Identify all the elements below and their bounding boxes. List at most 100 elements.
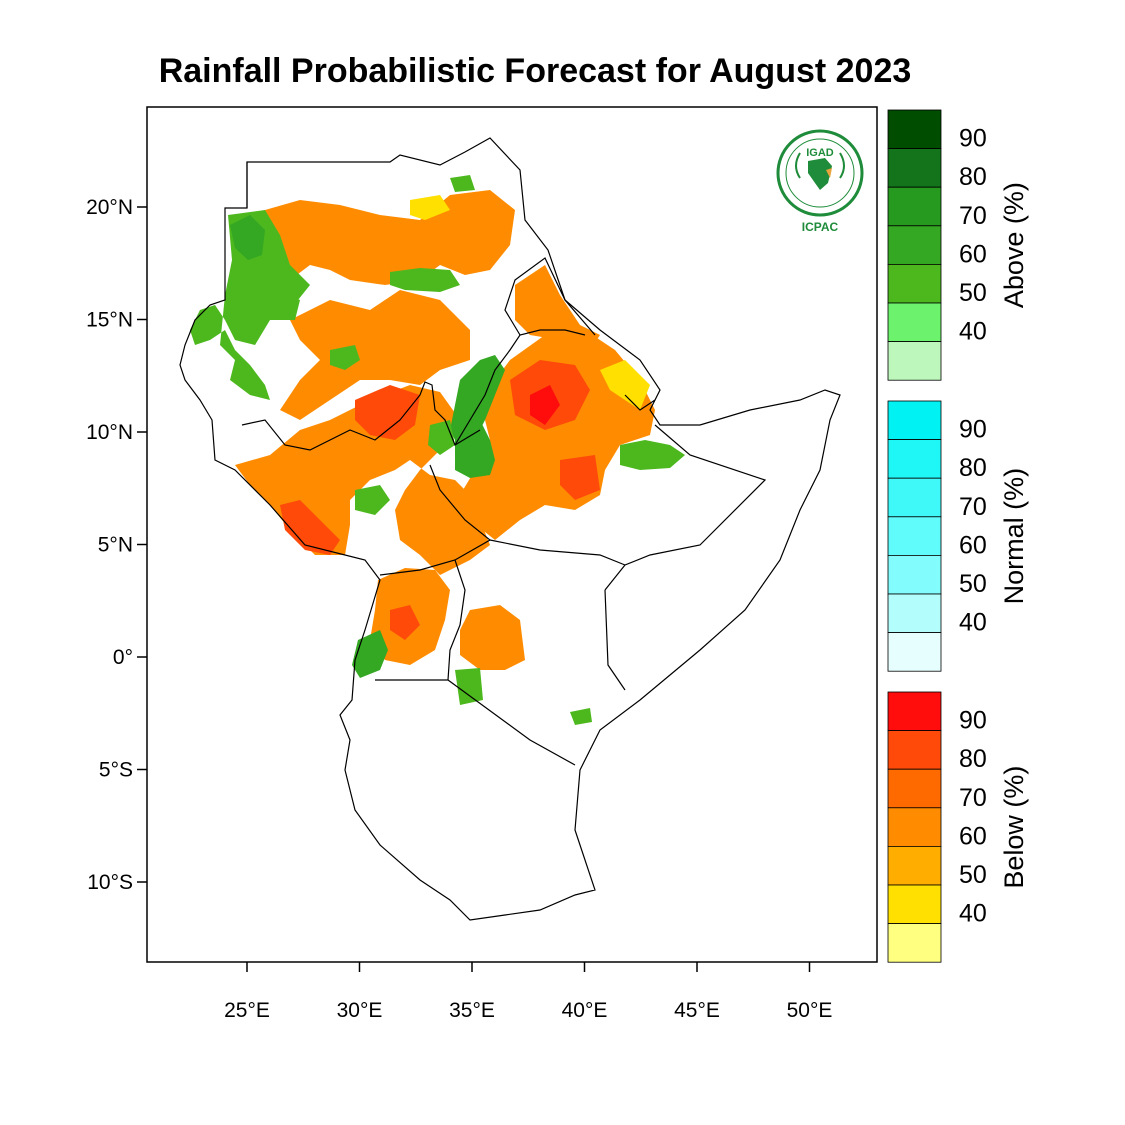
border-kenya-ethiopia — [489, 539, 626, 566]
lon-tick-label: 30°E — [337, 999, 383, 1022]
border-sudan-southsudan — [241, 381, 481, 451]
lat-tick-label: 15°N — [86, 309, 133, 332]
colorbar-title: Below (%) — [999, 766, 1029, 889]
border-kenya-somalia — [604, 589, 626, 691]
colorbar-level-label: 80 — [959, 745, 987, 773]
colorbar-swatch — [887, 593, 942, 633]
colorbar-swatch — [887, 477, 942, 518]
colorbar-swatch — [887, 439, 942, 479]
colorbar-swatch — [887, 807, 942, 847]
lat-tick: 0° — [113, 646, 147, 669]
below-region-central-sudan — [280, 290, 470, 420]
colorbar-below: 90 80 70 60 50 40 Below (%) — [887, 691, 1029, 963]
colorbar-swatch — [887, 691, 942, 731]
colorbar-normal: 90 80 70 60 50 40 Normal (%) — [887, 400, 1029, 672]
colorbar-swatch — [887, 109, 942, 149]
colorbar-swatch — [887, 884, 942, 924]
lon-tick: 50°E — [787, 962, 833, 1022]
lon-tick-label: 35°E — [449, 999, 495, 1022]
lon-tick-label: 45°E — [674, 999, 720, 1022]
colorbar-swatch — [887, 730, 942, 770]
colorbar-level-label: 50 — [959, 570, 987, 598]
map-title: Rainfall Probabilistic Forecast for Augu… — [158, 52, 912, 90]
logo-bottom-text: ICPAC — [802, 220, 839, 234]
colorbar-swatch — [887, 555, 942, 595]
colorbar-level-label: 70 — [959, 202, 987, 230]
lat-tick: 20°N — [86, 196, 147, 219]
colorbar-above: 90 80 70 60 50 40 Above (%) — [887, 109, 1029, 381]
below-region-west-kenya — [460, 605, 525, 670]
colorbar-level-label: 60 — [959, 240, 987, 268]
above-region-ssudan-east — [455, 420, 495, 478]
colorbar-swatch — [887, 186, 942, 227]
colorbar-level-label: 40 — [959, 900, 987, 928]
below-region-sudan-east — [440, 205, 500, 250]
lat-tick: 5°N — [98, 534, 147, 557]
igad-icpac-logo: IGAD ICPAC — [776, 129, 864, 234]
colorbar-level-label: 60 — [959, 531, 987, 559]
colorbar-swatch — [887, 768, 942, 809]
above-region-coast-patch — [570, 708, 592, 725]
colorbar-swatch — [887, 263, 942, 304]
lat-tick-label: 0° — [113, 646, 133, 669]
colorbar-swatch — [887, 400, 942, 440]
colorbar-level-label: 50 — [959, 279, 987, 307]
lat-tick: 10°S — [87, 871, 147, 894]
colorbar-level-label: 80 — [959, 163, 987, 191]
below-region-eth-east — [560, 455, 600, 500]
colorbar-level-label: 60 — [959, 822, 987, 850]
above-region-central — [330, 345, 360, 370]
below-region-yellow-libya-border — [410, 195, 450, 220]
above-region-somali — [620, 440, 685, 470]
border-djibouti — [624, 394, 656, 411]
colorbar-level-label: 90 — [959, 707, 987, 735]
lat-tick: 5°S — [99, 759, 147, 782]
above-region-tz-north — [455, 668, 483, 705]
region-outline — [179, 137, 841, 921]
above-region-darfur — [190, 210, 310, 400]
border-uganda-kenya — [447, 559, 466, 681]
colorbar-level-label: 90 — [959, 125, 987, 153]
colorbar-swatch — [887, 302, 942, 342]
colorbar-swatch — [887, 225, 942, 265]
colorbar-level-label: 90 — [959, 416, 987, 444]
below-region-core-ethiopia — [530, 385, 560, 425]
above-region-north-sudan — [390, 268, 460, 292]
lon-tick: 25°E — [224, 962, 270, 1022]
border-ethiopia-west — [454, 329, 586, 446]
colorbar-swatch — [887, 632, 942, 672]
below-region-eritrea — [515, 265, 600, 350]
above-region-nubia — [450, 175, 475, 192]
colorbar-title: Normal (%) — [999, 468, 1029, 605]
lat-tick-label: 10°S — [87, 871, 133, 894]
lon-tick: 30°E — [337, 962, 383, 1022]
colorbar-swatch — [887, 341, 942, 381]
below-region-north-sudan — [260, 190, 515, 285]
above-region-chad-border — [230, 215, 265, 260]
lat-tick-label: 20°N — [86, 196, 133, 219]
lon-tick-label: 50°E — [787, 999, 833, 1022]
lon-tick: 40°E — [562, 962, 607, 1022]
lon-tick: 35°E — [449, 962, 495, 1022]
lat-axis: 20°N 15°N 10°N 5°N 0° 5°S 10°S — [86, 196, 147, 894]
lat-tick-label: 10°N — [86, 421, 133, 444]
colorbar-level-label: 40 — [959, 609, 987, 637]
colorbar-level-label: 80 — [959, 454, 987, 482]
forecast-field-layer — [190, 175, 685, 725]
lat-tick-label: 5°S — [99, 759, 133, 782]
lon-axis: 25°E 30°E 35°E 40°E 45°E 50°E — [224, 962, 832, 1022]
colorbar-swatch — [887, 846, 942, 886]
lon-tick-label: 25°E — [224, 999, 270, 1022]
colorbar-level-label: 70 — [959, 493, 987, 521]
colorbar-level-label: 50 — [959, 861, 987, 889]
lat-tick-label: 5°N — [98, 534, 133, 557]
colorbar-swatch — [887, 516, 942, 556]
colorbar-title: Above (%) — [999, 182, 1029, 308]
border-tanzania-north — [375, 679, 576, 766]
below-region-yellow-afar — [600, 360, 650, 410]
above-region-ssudan-west — [355, 485, 390, 515]
lat-tick: 10°N — [86, 421, 147, 444]
below-region-strong-ssudan — [280, 500, 340, 555]
lat-tick: 15°N — [86, 309, 147, 332]
